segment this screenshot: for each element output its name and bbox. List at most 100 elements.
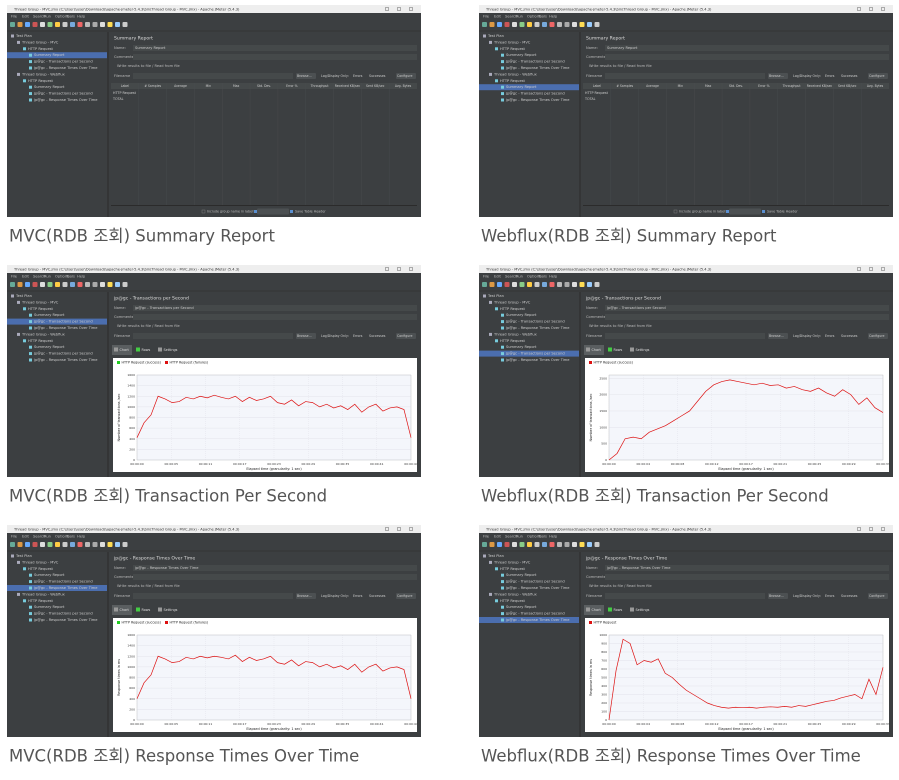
button-label[interactable]: Errors [353,334,363,338]
button-label[interactable]: Successes [369,74,386,78]
toolbar-icon[interactable] [100,22,105,27]
button-label[interactable]: Successes [369,594,386,598]
tree-item[interactable]: jp@gc - Transactions per Second [33,580,93,584]
tree-item[interactable]: Summary Report [506,85,537,89]
toolbar-icon[interactable] [115,542,120,547]
toolbar-icon[interactable] [100,542,105,547]
tab-label[interactable]: Rows [142,348,151,352]
tree-item[interactable]: Thread Group - MVC [493,300,531,304]
checkbox[interactable] [726,210,729,213]
toolbar-icon[interactable] [564,542,570,547]
button-label[interactable]: Configure [869,74,884,78]
toolbar-icon[interactable] [40,542,45,547]
toolbar-icon[interactable] [62,282,68,287]
button-label[interactable]: Log/Display Only: [793,74,821,78]
button-label[interactable]: Browse... [297,594,312,598]
toolbar-icon[interactable] [534,282,540,287]
toolbar-icon[interactable] [587,542,592,547]
menu-item[interactable]: Options [527,275,541,279]
tree-item[interactable]: jp@gc - Response Times Over Time [33,326,98,330]
toolbar-icon[interactable] [594,282,600,287]
toolbar-icon[interactable] [594,542,600,547]
button-label[interactable]: Configure [397,594,412,598]
toolbar-icon[interactable] [534,22,540,27]
toolbar-icon[interactable] [482,22,487,27]
tree-item[interactable]: jp@gc - Transactions per Second [505,352,565,356]
button-label[interactable]: Configure [869,594,884,598]
button[interactable] [257,208,289,215]
toolbar-icon[interactable] [115,22,120,27]
menu-item[interactable]: Tools [65,535,75,539]
button-label[interactable]: Browse... [769,334,784,338]
menu-item[interactable]: File [483,15,490,19]
toolbar-icon[interactable] [489,22,495,27]
button-label[interactable]: Successes [369,334,386,338]
tree-item[interactable]: jp@gc - Response Times Over Time [505,326,570,330]
toolbar-icon[interactable] [549,282,555,287]
toolbar-icon[interactable] [564,282,570,287]
tree-item[interactable]: jp@gc - Transactions per Second [33,352,93,356]
menu-item[interactable]: Edit [494,15,502,19]
tree-item[interactable]: jp@gc - Response Times Over Time [505,618,570,622]
checkbox[interactable] [290,210,293,213]
tree-item[interactable]: jp@gc - Transactions per Second [505,580,565,584]
toolbar-icon[interactable] [572,22,577,27]
toolbar-icon[interactable] [107,22,113,27]
window-control[interactable] [857,267,861,271]
toolbar-icon[interactable] [85,22,90,27]
tree-item[interactable]: jp@gc - Response Times Over Time [505,66,570,70]
menu-item[interactable]: File [11,275,18,279]
toolbar-icon[interactable] [542,282,547,287]
toolbar-icon[interactable] [512,282,517,287]
window-control[interactable] [881,267,885,271]
button-label[interactable]: Log/Display Only: [321,594,349,598]
tree-item[interactable]: HTTP Request [500,599,526,603]
tree-item[interactable]: Summary Report [506,313,537,317]
tree-item[interactable]: jp@gc - Transactions per Second [33,612,93,616]
toolbar-icon[interactable] [122,542,128,547]
menu-item[interactable]: Edit [494,535,502,539]
button-label[interactable]: Configure [869,334,884,338]
toolbar-icon[interactable] [549,22,555,27]
tree-item[interactable]: Thread Group - Webflux [21,72,66,76]
tree-item[interactable]: Summary Report [34,605,65,609]
toolbar-icon[interactable] [122,22,128,27]
toolbar-icon[interactable] [587,22,592,27]
toolbar-icon[interactable] [512,542,517,547]
button-label[interactable]: Browse... [769,594,784,598]
toolbar-icon[interactable] [489,542,495,547]
window-control[interactable] [409,267,413,271]
menu-item[interactable]: Run [44,275,51,279]
menu-item[interactable]: Help [549,15,558,19]
tab-label[interactable]: Chart [120,608,130,612]
menu-item[interactable]: Help [77,535,86,539]
toolbar-icon[interactable] [62,542,68,547]
tab-label[interactable]: Rows [142,608,151,612]
menu-item[interactable]: Search [505,275,517,279]
tree-item[interactable]: Thread Group - MVC [493,40,531,44]
toolbar-icon[interactable] [25,22,30,27]
checkbox[interactable] [673,209,678,214]
button-label[interactable]: Log/Display Only: [793,334,821,338]
menu-item[interactable]: Tools [537,535,547,539]
toolbar-icon[interactable] [482,542,487,547]
button-label[interactable]: Errors [825,594,835,598]
menu-item[interactable]: Help [77,275,86,279]
toolbar-icon[interactable] [519,22,525,27]
toolbar-icon[interactable] [92,282,98,287]
button-label[interactable]: Successes [841,334,858,338]
toolbar-icon[interactable] [40,282,45,287]
menu-item[interactable]: File [11,535,18,539]
tree-item[interactable]: Summary Report [34,573,65,577]
footer-option[interactable]: Include group name in label? [207,210,255,214]
toolbar-icon[interactable] [107,282,113,287]
window-control[interactable] [397,267,401,271]
tree-item[interactable]: Summary Report [506,605,537,609]
footer-option[interactable]: Save Table Header [767,210,798,214]
tree-item[interactable]: Thread Group - Webflux [21,592,66,596]
menu-item[interactable]: File [11,15,18,19]
tree-item[interactable]: jp@gc - Transactions per Second [33,60,93,64]
window-control[interactable] [857,527,861,531]
tree-item[interactable]: Thread Group - MVC [21,560,59,564]
toolbar-icon[interactable] [10,282,15,287]
